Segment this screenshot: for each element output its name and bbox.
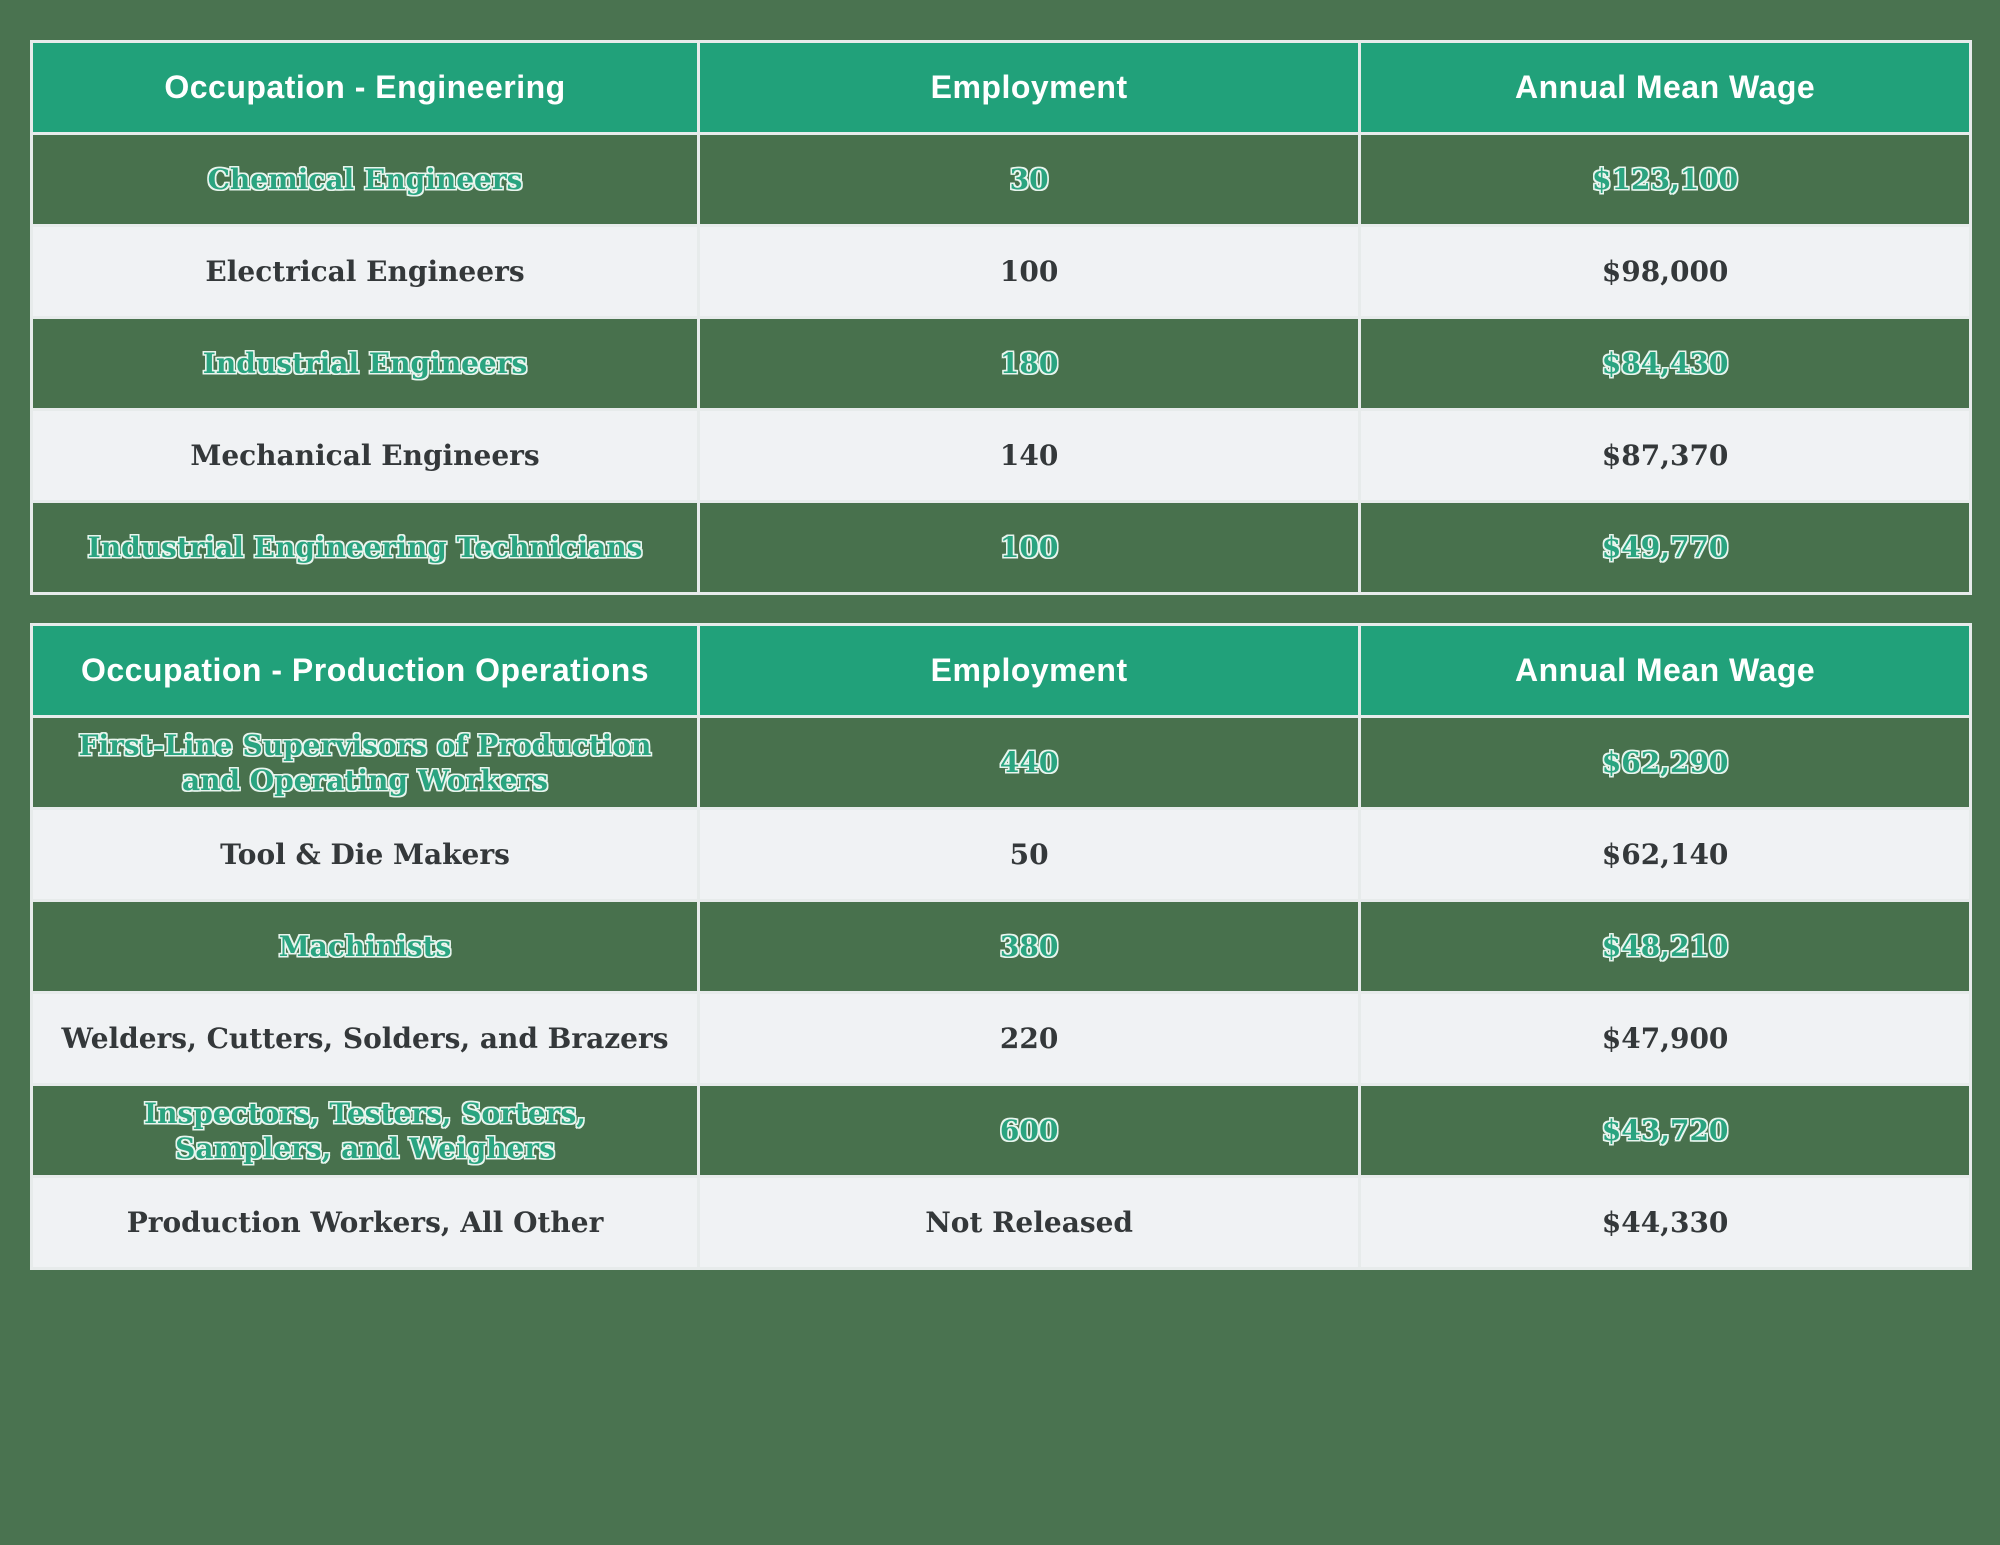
occupation-cell: Chemical Engineers	[29, 132, 701, 227]
table-row: Industrial Engineering Technicians 100 $…	[29, 500, 1972, 595]
employment-cell: 30	[697, 132, 1362, 227]
production-header-row: Occupation - Production Operations Emplo…	[29, 623, 1972, 718]
occupation-cell: Production Workers, All Other	[29, 1175, 701, 1270]
occupation-cell: Mechanical Engineers	[29, 408, 701, 503]
table-row: Inspectors, Testers, Sorters, Samplers, …	[29, 1083, 1972, 1178]
table-row: Production Workers, All Other Not Releas…	[29, 1175, 1972, 1270]
employment-cell: 50	[697, 807, 1362, 902]
occupation-cell: Electrical Engineers	[29, 224, 701, 319]
employment-cell: 220	[697, 991, 1362, 1086]
wage-cell: $49,770	[1358, 500, 1972, 595]
employment-cell: 140	[697, 408, 1362, 503]
engineering-wage-header: Annual Mean Wage	[1358, 40, 1972, 135]
table-row: First-Line Supervisors of Production and…	[29, 715, 1972, 810]
wage-cell: $62,140	[1358, 807, 1972, 902]
wage-cell: $84,430	[1358, 316, 1972, 411]
wage-cell: $87,370	[1358, 408, 1972, 503]
table-row: Welders, Cutters, Solders, and Brazers 2…	[29, 991, 1972, 1086]
occupation-cell: Tool & Die Makers	[29, 807, 701, 902]
wage-cell: $44,330	[1358, 1175, 1972, 1270]
occupation-cell: Welders, Cutters, Solders, and Brazers	[29, 991, 701, 1086]
wage-cell: $47,900	[1358, 991, 1972, 1086]
wage-cell: $123,100	[1358, 132, 1972, 227]
occupation-cell: Industrial Engineers	[29, 316, 701, 411]
production-wage-header: Annual Mean Wage	[1358, 623, 1972, 718]
table-row: Chemical Engineers 30 $123,100	[29, 132, 1972, 227]
occupation-cell: Machinists	[29, 899, 701, 994]
occupation-cell: Industrial Engineering Technicians	[29, 500, 701, 595]
employment-cell: 380	[697, 899, 1362, 994]
employment-cell: 180	[697, 316, 1362, 411]
engineering-occupation-header: Occupation - Engineering	[29, 40, 701, 135]
engineering-header-row: Occupation - Engineering Employment Annu…	[29, 40, 1972, 135]
table-row: Electrical Engineers 100 $98,000	[29, 224, 1972, 319]
table-row: Industrial Engineers 180 $84,430	[29, 316, 1972, 411]
table-row: Mechanical Engineers 140 $87,370	[29, 408, 1972, 503]
employment-cell: Not Released	[697, 1175, 1362, 1270]
production-operations-table: Occupation - Production Operations Emplo…	[29, 623, 1972, 1270]
employment-cell: 100	[697, 224, 1362, 319]
wage-cell: $98,000	[1358, 224, 1972, 319]
employment-cell: 440	[697, 715, 1362, 810]
occupation-cell: First-Line Supervisors of Production and…	[29, 715, 701, 810]
wage-cell: $43,720	[1358, 1083, 1972, 1178]
production-occupation-header: Occupation - Production Operations	[29, 623, 701, 718]
engineering-employment-header: Employment	[697, 40, 1362, 135]
wage-cell: $62,290	[1358, 715, 1972, 810]
table-row: Machinists 380 $48,210	[29, 899, 1972, 994]
employment-cell: 600	[697, 1083, 1362, 1178]
wage-cell: $48,210	[1358, 899, 1972, 994]
occupation-cell: Inspectors, Testers, Sorters, Samplers, …	[29, 1083, 701, 1178]
engineering-table: Occupation - Engineering Employment Annu…	[29, 40, 1972, 595]
production-employment-header: Employment	[697, 623, 1362, 718]
table-row: Tool & Die Makers 50 $62,140	[29, 807, 1972, 902]
employment-cell: 100	[697, 500, 1362, 595]
